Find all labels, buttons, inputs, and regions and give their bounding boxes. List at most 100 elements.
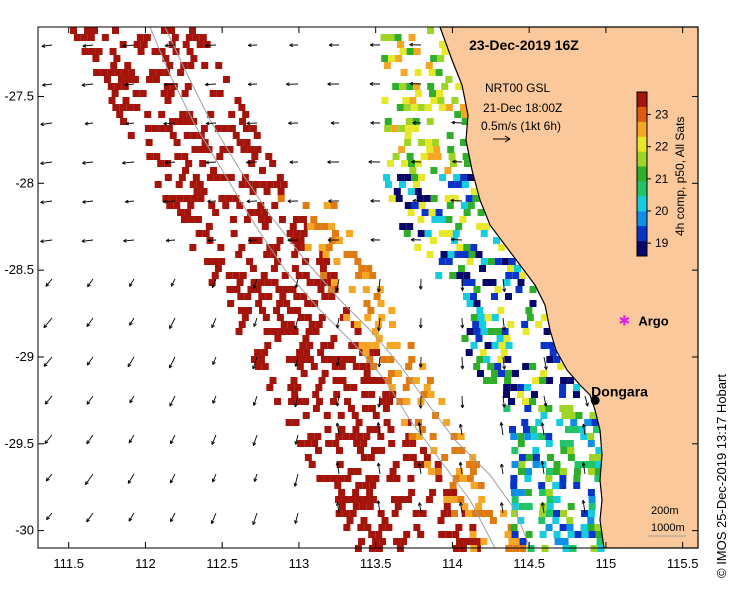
sst-pixel (365, 265, 373, 272)
sst-pixel (368, 391, 376, 398)
sst-pixel (400, 538, 408, 545)
current-vector-head (41, 44, 46, 48)
sst-pixel (146, 153, 154, 160)
sst-pixel (343, 384, 351, 391)
sst-pixel (461, 279, 469, 286)
sst-pixel (145, 76, 153, 83)
sst-pixel (271, 202, 279, 209)
sst-pixel (158, 125, 166, 132)
current-vector (541, 422, 545, 436)
sst-pixel (430, 55, 438, 62)
sst-pixel (417, 230, 425, 237)
current-vector-head (42, 82, 46, 87)
sst-pixel (484, 314, 492, 321)
sst-pixel (567, 531, 575, 538)
sst-pixel (330, 279, 338, 286)
sst-pixel (522, 398, 529, 405)
current-vector-head (207, 199, 211, 204)
sst-pixel (470, 293, 477, 300)
sst-pixel (167, 90, 175, 97)
sst-pixel (200, 125, 208, 132)
current-vector-head (376, 500, 381, 504)
sst-pixel (366, 356, 374, 363)
sst-pixel (440, 251, 448, 258)
sst-pixel (514, 265, 521, 272)
sst-pixel (127, 132, 135, 139)
sst-pixel (587, 440, 595, 447)
sst-pixel (464, 160, 471, 167)
sst-pixel (306, 356, 314, 363)
sst-pixel (257, 216, 265, 223)
sst-pixel (545, 440, 553, 447)
sst-pixel (449, 272, 457, 279)
sst-pixel (466, 461, 474, 468)
sst-pixel (388, 55, 396, 62)
current-vector-head (128, 439, 133, 444)
x-tick-label: 111.5 (53, 556, 84, 571)
sst-pixel (428, 209, 436, 216)
sst-pixel (124, 62, 132, 69)
sst-pixel (424, 104, 432, 111)
sst-pixel (239, 118, 247, 125)
sst-pixel (111, 90, 119, 97)
sst-pixel (466, 328, 474, 335)
sst-pixel (451, 237, 458, 244)
sst-pixel (162, 55, 170, 62)
sst-pixel (421, 209, 429, 216)
sst-pixel (114, 83, 122, 90)
sst-pixel (338, 426, 346, 433)
current-vector-head (499, 422, 504, 426)
current-vector (336, 422, 340, 436)
sst-pixel (553, 496, 561, 503)
sst-pixel (524, 384, 532, 391)
sst-pixel (482, 279, 490, 286)
sst-pixel (112, 104, 120, 111)
sst-pixel (189, 244, 197, 251)
sst-pixel (292, 419, 300, 426)
sst-pixel (440, 510, 448, 517)
sst-pixel (439, 174, 447, 181)
current-vector-head (418, 324, 423, 329)
sst-pixel (381, 97, 389, 104)
sst-pixel (205, 146, 213, 153)
sst-pixel (360, 517, 368, 524)
sst-pixel (525, 307, 533, 314)
sst-pixel (517, 384, 525, 391)
sst-pixel (217, 244, 225, 251)
sst-pixel (254, 363, 262, 370)
sst-pixel (437, 517, 445, 524)
sst-pixel (501, 328, 509, 335)
sst-pixel (486, 510, 493, 517)
sst-pixel (420, 391, 428, 398)
current-vector (43, 317, 53, 329)
sst-pixel (432, 139, 440, 146)
sst-pixel (522, 363, 530, 370)
sst-pixel (511, 447, 519, 454)
current-vector-head (43, 324, 48, 329)
sst-pixel (515, 286, 523, 293)
sst-pixel (532, 461, 540, 468)
current-vector-head (335, 324, 340, 329)
depth-legend-200m: 200m (651, 505, 679, 517)
current-vector (336, 395, 340, 407)
sst-pixel (312, 328, 320, 335)
sst-pixel (559, 482, 567, 489)
sst-pixel (399, 48, 407, 55)
sst-pixel (185, 160, 193, 167)
sst-pixel (365, 475, 373, 482)
sst-pixel (400, 419, 408, 426)
sst-pixel (154, 181, 162, 188)
sst-pixel (249, 188, 257, 195)
current-vector (127, 356, 135, 368)
sst-pixel (363, 300, 371, 307)
current-vector (82, 200, 94, 203)
current-vector-head (294, 325, 298, 330)
current-vector (253, 395, 258, 406)
sst-pixel (288, 398, 296, 405)
sst-pixel (186, 48, 194, 55)
current-vector (294, 317, 299, 329)
sst-pixel (278, 216, 286, 223)
current-vector-head (289, 43, 294, 48)
sst-pixel (489, 517, 497, 524)
sst-pixel (581, 531, 589, 538)
